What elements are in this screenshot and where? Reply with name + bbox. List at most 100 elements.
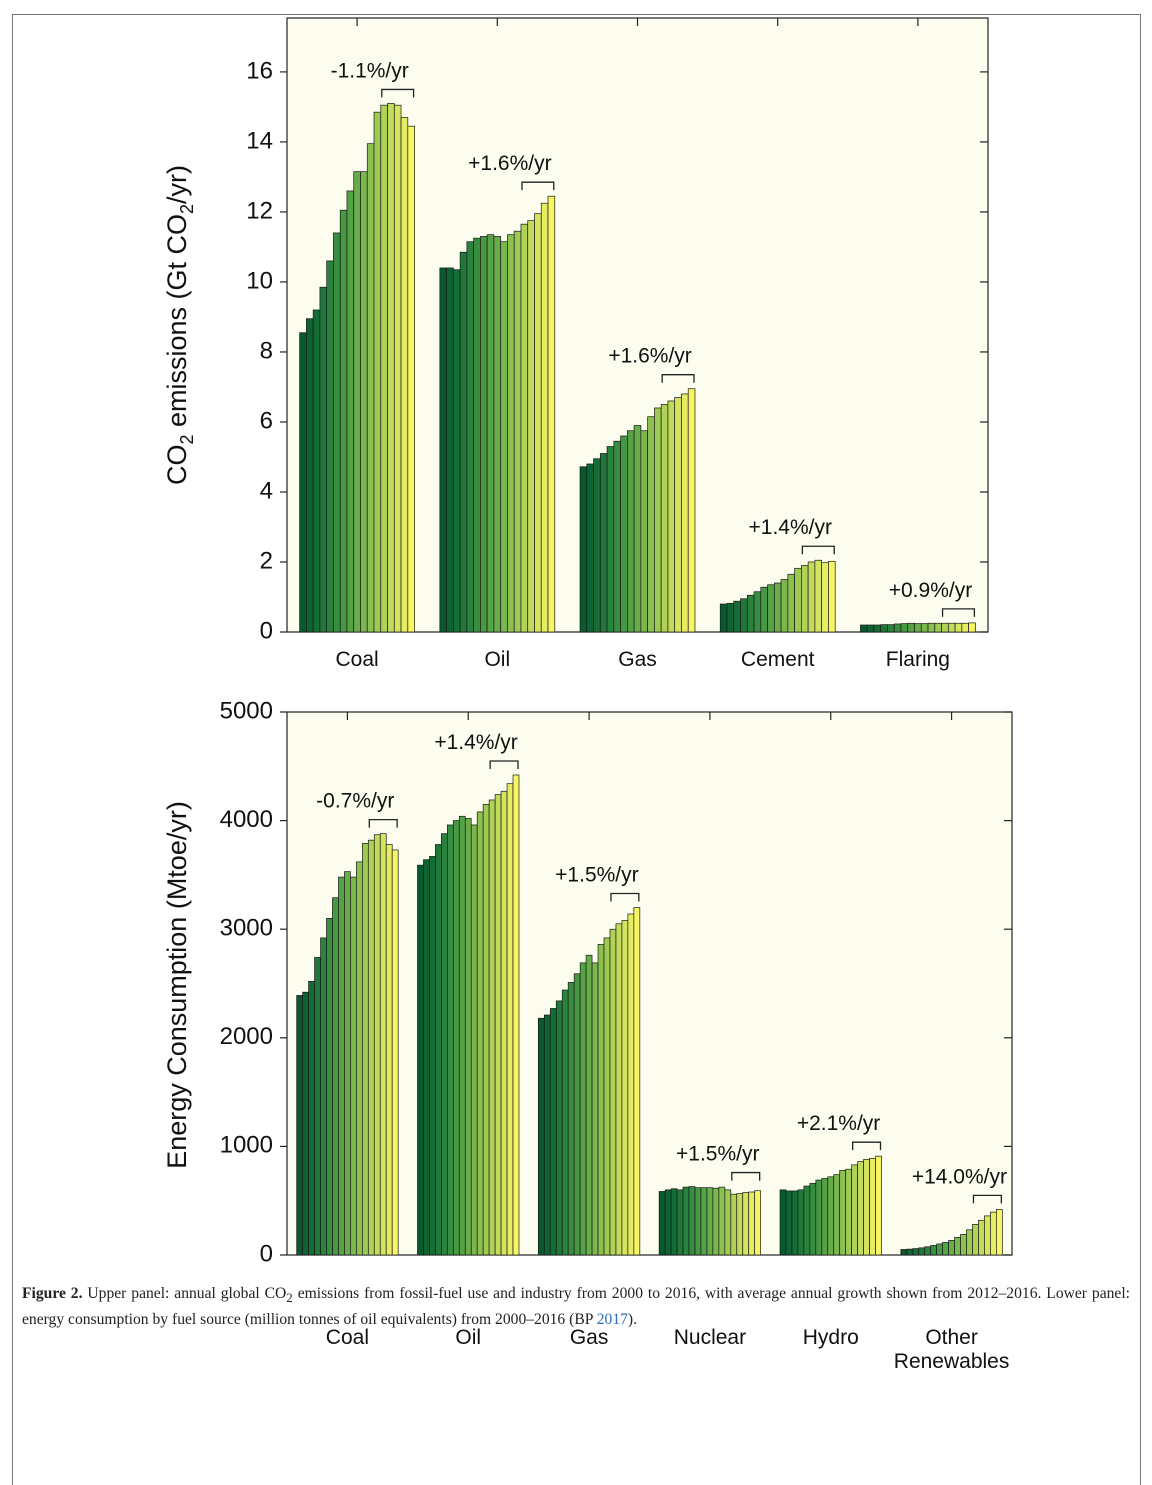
growth-bracket (851, 1141, 882, 1151)
bar (681, 393, 689, 633)
y-axis-label: Energy Consumption (Mtoe/yr) (162, 801, 192, 1169)
bar (869, 1157, 876, 1256)
bar (597, 944, 605, 1256)
bar (579, 962, 587, 1256)
bar (407, 125, 415, 633)
bar (547, 195, 556, 633)
bar (767, 584, 775, 633)
x-tick-label: Other Renewables (893, 1326, 1010, 1373)
bar (730, 1193, 738, 1256)
growth-bracket (801, 545, 835, 555)
bar (633, 425, 642, 633)
bar (972, 1224, 979, 1256)
bar (466, 241, 474, 633)
bar (934, 622, 942, 633)
bar (803, 1185, 811, 1256)
bar (593, 458, 601, 633)
growth-bracket (731, 1171, 761, 1181)
bar (712, 1187, 720, 1256)
y-axis-label-part: CO (162, 445, 192, 486)
bar (658, 1191, 666, 1256)
growth-bracket (941, 608, 976, 617)
bar (609, 928, 617, 1256)
bar (400, 117, 409, 633)
bar (606, 446, 615, 633)
bar (740, 598, 748, 633)
y-tick-label: 6 (260, 407, 273, 434)
caption-text: ). (627, 1311, 637, 1329)
growth-annotation: +1.4%/yr (749, 516, 832, 539)
y-tick-label: 10 (246, 267, 273, 294)
bar (599, 453, 608, 633)
x-tick-label: Gas (618, 648, 657, 671)
bar (688, 1186, 696, 1256)
bar (719, 603, 728, 633)
bar (506, 783, 514, 1256)
bar (828, 560, 836, 633)
caption-text: Figure 2. (22, 1285, 83, 1302)
bar (439, 267, 447, 633)
bar (346, 190, 355, 633)
bar (482, 803, 490, 1256)
bar (361, 843, 369, 1256)
bar (480, 236, 488, 633)
bar (787, 573, 795, 633)
bar (815, 1179, 823, 1256)
bar (391, 849, 399, 1256)
frame (12, 14, 1141, 1485)
x-tick-label: Coal (325, 1326, 369, 1349)
bar (296, 995, 303, 1256)
x-tick-label: Coal (335, 648, 379, 671)
bar (753, 591, 762, 633)
bar (326, 260, 334, 633)
bar (633, 907, 641, 1256)
bar (845, 1168, 852, 1256)
bar (676, 1189, 684, 1256)
growth-bracket (521, 181, 555, 191)
bar (302, 991, 309, 1256)
bar (319, 286, 328, 633)
bar (866, 624, 875, 633)
bar (367, 839, 375, 1256)
bar (918, 1247, 926, 1256)
bar (627, 430, 635, 633)
caption-link[interactable]: 2017 (596, 1311, 628, 1329)
growth-annotation: +1.5%/yr (555, 863, 638, 886)
y-tick-label: 5000 (220, 697, 273, 724)
y-tick-label: 4000 (220, 806, 273, 833)
bar (513, 230, 522, 633)
bar (947, 622, 956, 633)
bar (339, 209, 348, 633)
bar (912, 1248, 920, 1256)
y-axis-label-part: Energy Consumption (Mtoe/yr) (162, 801, 192, 1169)
bar (473, 237, 481, 633)
x-tick-label: Flaring (885, 648, 950, 671)
bar (736, 1193, 744, 1256)
growth-annotation: +0.9%/yr (889, 579, 972, 602)
growth-bracket (610, 892, 640, 902)
bar (452, 820, 460, 1256)
bar (851, 1164, 858, 1256)
y-axis-label-part: emissions (Gt CO (162, 214, 192, 435)
y-tick-label: 3000 (220, 915, 273, 942)
bar (452, 269, 461, 633)
bar (754, 1190, 762, 1256)
bar (873, 624, 882, 633)
y-tick-label: 2000 (220, 1023, 273, 1050)
bar (670, 1188, 678, 1256)
growth-annotation: -0.7%/yr (316, 790, 394, 813)
bar (429, 856, 436, 1256)
caption-text: emissions from fossil-fuel use and indus… (22, 1285, 1130, 1329)
bar (733, 600, 741, 633)
bar (356, 861, 363, 1256)
bar (968, 622, 976, 633)
y-axis-label-part: /yr) (162, 165, 192, 204)
bar (893, 623, 902, 633)
bar (393, 104, 402, 633)
bar (978, 1219, 985, 1256)
bar (500, 790, 508, 1256)
y-tick-label: 8 (260, 337, 273, 364)
bar (948, 1239, 955, 1256)
bar (706, 1187, 714, 1256)
y-tick-label: 14 (246, 127, 273, 154)
